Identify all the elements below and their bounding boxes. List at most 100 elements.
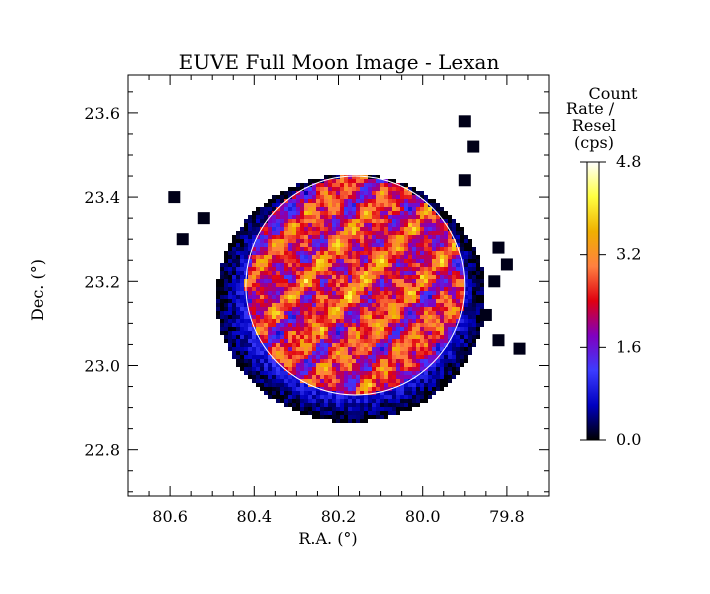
heatmap-cell <box>336 199 340 203</box>
heatmap-cell <box>272 347 276 351</box>
heatmap-cell <box>436 263 440 267</box>
heatmap-cell <box>316 271 320 275</box>
heatmap-cell <box>440 327 444 331</box>
heatmap-cell <box>308 251 312 255</box>
heatmap-cell <box>288 343 292 347</box>
heatmap-cell <box>308 203 312 207</box>
heatmap-cell <box>472 267 476 271</box>
heatmap-cell <box>288 227 292 231</box>
heatmap-cell <box>376 255 380 259</box>
heatmap-cell <box>256 235 260 239</box>
heatmap-cell <box>292 295 296 299</box>
heatmap-cell <box>320 343 324 347</box>
heatmap-cell <box>240 247 244 251</box>
heatmap-cell <box>352 347 356 351</box>
heatmap-cell <box>480 303 484 307</box>
heatmap-cell <box>416 383 420 387</box>
heatmap-cell <box>392 187 396 191</box>
heatmap-cell <box>304 243 308 247</box>
heatmap-cell <box>340 231 344 235</box>
y-tick-label: 23.2 <box>84 272 120 291</box>
heatmap-cell <box>380 239 384 243</box>
heatmap-cell <box>380 255 384 259</box>
heatmap-cell <box>248 215 252 219</box>
heatmap-cell <box>456 279 460 283</box>
heatmap-cell <box>244 367 248 371</box>
heatmap-cell <box>368 259 372 263</box>
heatmap-cell <box>300 315 304 319</box>
heatmap-cell <box>256 371 260 375</box>
heatmap-cell <box>464 307 468 311</box>
heatmap-cell <box>320 243 324 247</box>
heatmap-cell <box>340 203 344 207</box>
heatmap-cell <box>420 247 424 251</box>
heatmap-cell <box>348 219 352 223</box>
heatmap-cell <box>296 243 300 247</box>
heatmap-cell <box>376 355 380 359</box>
heatmap-cell <box>352 283 356 287</box>
heatmap-cell <box>332 259 336 263</box>
heatmap-cell <box>280 263 284 267</box>
heatmap-cell <box>348 283 352 287</box>
heatmap-cell <box>368 179 372 183</box>
heatmap-cell <box>252 255 256 259</box>
heatmap-cell <box>292 239 296 243</box>
heatmap-cell <box>224 331 228 335</box>
heatmap-cell <box>328 415 332 419</box>
heatmap-cell <box>304 339 308 343</box>
heatmap-cell <box>336 307 340 311</box>
heatmap-cell <box>248 307 252 311</box>
heatmap-cell <box>472 327 476 331</box>
heatmap-cell <box>408 327 412 331</box>
heatmap-cell <box>236 355 240 359</box>
heatmap-cell <box>424 219 428 223</box>
heatmap-cell <box>464 291 468 295</box>
heatmap-cell <box>388 411 392 415</box>
heatmap-cell <box>376 247 380 251</box>
heatmap-cell <box>324 407 328 411</box>
heatmap-cell <box>388 399 392 403</box>
heatmap-cell <box>328 231 332 235</box>
heatmap-cell <box>372 211 376 215</box>
heatmap-cell <box>224 255 228 259</box>
heatmap-cell <box>352 319 356 323</box>
heatmap-cell <box>220 307 224 311</box>
heatmap-cell <box>316 327 320 331</box>
heatmap-cell <box>284 255 288 259</box>
heatmap-cell <box>324 387 328 391</box>
heatmap-cell <box>332 399 336 403</box>
heatmap-cell <box>320 387 324 391</box>
heatmap-cell <box>240 351 244 355</box>
heatmap-cell <box>332 223 336 227</box>
heatmap-cell <box>460 311 464 315</box>
heatmap-cell <box>324 299 328 303</box>
heatmap-cell <box>348 267 352 271</box>
heatmap-cell <box>348 379 352 383</box>
heatmap-cell <box>428 307 432 311</box>
heatmap-cell <box>336 315 340 319</box>
heatmap-cell <box>252 267 256 271</box>
heatmap-cell <box>456 263 460 267</box>
heatmap-cell <box>252 215 256 219</box>
heatmap-cell <box>364 331 368 335</box>
heatmap-cell <box>228 303 232 307</box>
heatmap-cell <box>400 247 404 251</box>
heatmap-cell <box>448 311 452 315</box>
heatmap-cell <box>392 359 396 363</box>
colorbar-label-line-1: Count <box>589 84 638 103</box>
heatmap-cell <box>376 239 380 243</box>
heatmap-cell <box>324 203 328 207</box>
heatmap-cell <box>476 271 480 275</box>
heatmap-cell <box>352 207 356 211</box>
heatmap-cell <box>260 219 264 223</box>
heatmap-cell <box>456 271 460 275</box>
heatmap-cell <box>384 367 388 371</box>
heatmap-cell <box>316 359 320 363</box>
heatmap-cell <box>452 227 456 231</box>
heatmap-cell <box>432 371 436 375</box>
heatmap-cell <box>356 311 360 315</box>
heatmap-cell <box>236 339 240 343</box>
heatmap-cell <box>356 343 360 347</box>
heatmap-cell <box>280 375 284 379</box>
heatmap-cell <box>416 375 420 379</box>
